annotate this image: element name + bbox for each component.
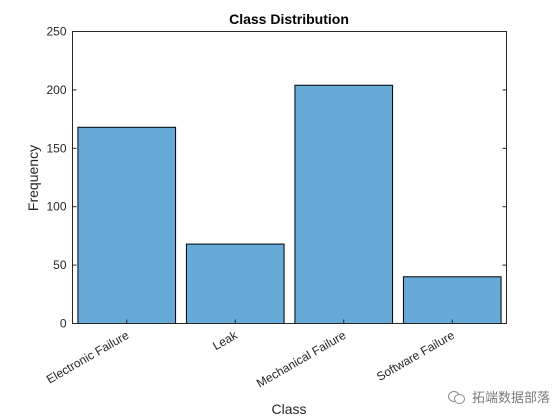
x-tick-label: Software Failure <box>374 328 457 384</box>
y-tick-label: 150 <box>46 141 66 155</box>
x-tick-label: Electronic Failure <box>44 328 132 387</box>
watermark-text: 拓端数据部落 <box>471 391 550 406</box>
plot-frame <box>72 31 507 324</box>
y-tick-label: 50 <box>53 258 67 272</box>
bar-leak <box>185 243 285 325</box>
x-tick-label: Leak <box>210 327 240 353</box>
x-axis-label: Class <box>271 401 306 417</box>
chart-title: Class Distribution <box>229 11 349 27</box>
bars-layer <box>77 84 502 325</box>
watermark: 拓端数据部落 <box>447 387 550 406</box>
y-tick-label: 0 <box>60 317 67 331</box>
bar-software-failure <box>402 276 502 324</box>
bar-mechanical-failure <box>294 84 394 324</box>
wechat-icon <box>447 390 466 404</box>
y-tick-label: 100 <box>46 200 66 214</box>
bar-electronic-failure <box>77 126 177 324</box>
y-tick-label: 250 <box>46 25 66 39</box>
x-tick-label: Mechanical Failure <box>254 328 349 391</box>
y-tick-label: 200 <box>46 83 66 97</box>
y-axis-label: Frequency <box>25 145 41 211</box>
